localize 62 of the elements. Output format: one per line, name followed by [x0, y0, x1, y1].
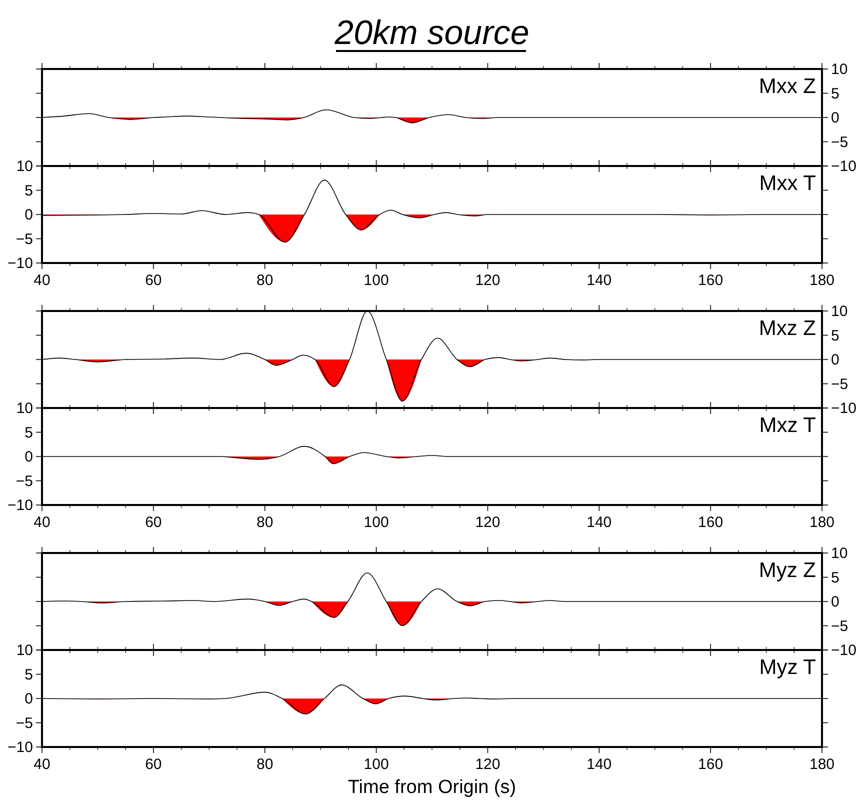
- annotation: Myz T: [759, 656, 816, 679]
- x-tick-label: 40: [34, 514, 50, 531]
- y-tick-label: 10: [831, 545, 848, 562]
- x-tick-label: 140: [586, 272, 612, 289]
- annotation: Mxz Z: [758, 317, 816, 340]
- x-tick-label: 80: [256, 272, 274, 289]
- y-tick-label: −5: [16, 230, 33, 248]
- x-tick-label: 100: [364, 756, 389, 773]
- y-tick-label: 5: [831, 327, 840, 344]
- annotation: Mxz T: [759, 414, 816, 437]
- y-tick-label: −10: [831, 400, 856, 417]
- x-tick-label: 180: [809, 272, 835, 289]
- x-tick-label: 140: [586, 514, 612, 531]
- x-tick-label: 180: [809, 514, 835, 531]
- x-tick-label: 160: [698, 514, 724, 531]
- y-tick-label: 10: [16, 642, 33, 659]
- x-tick-label: 120: [475, 272, 500, 289]
- y-tick-label: 5: [24, 666, 33, 684]
- x-tick-label: 40: [34, 272, 50, 289]
- y-tick-label: −10: [8, 497, 33, 514]
- y-tick-label: 5: [831, 85, 840, 102]
- x-tick-label: 140: [586, 756, 612, 773]
- y-tick-label: −10: [8, 739, 33, 756]
- y-tick-label: 5: [24, 424, 33, 442]
- y-tick-label: −10: [831, 642, 856, 659]
- y-tick-label: 5: [24, 182, 33, 200]
- y-tick-label: 0: [24, 448, 33, 466]
- x-tick-label: 80: [256, 514, 274, 531]
- x-tick-label: 80: [256, 756, 274, 773]
- x-tick-label: 180: [809, 756, 835, 773]
- y-tick-label: −10: [8, 255, 33, 272]
- annotation: Mxx T: [759, 172, 816, 195]
- annotation: Mxx Z: [758, 75, 816, 98]
- x-tick-label: 100: [364, 514, 389, 531]
- y-tick-label: 10: [831, 61, 848, 78]
- x-axis-title: Time from Origin (s): [348, 777, 516, 798]
- y-tick-label: −5: [831, 134, 848, 151]
- y-tick-label: −5: [16, 714, 33, 732]
- x-tick-label: 100: [364, 272, 389, 289]
- y-tick-label: 0: [24, 206, 33, 224]
- x-tick-label: 60: [145, 514, 162, 531]
- y-tick-label: 10: [831, 303, 848, 320]
- x-tick-label: 40: [34, 756, 50, 773]
- x-tick-label: 120: [475, 756, 500, 773]
- y-tick-label: 10: [16, 158, 33, 175]
- y-tick-label: 0: [24, 690, 33, 708]
- x-tick-label: 160: [698, 272, 724, 289]
- y-tick-label: 10: [16, 400, 33, 417]
- y-tick-label: −5: [16, 472, 33, 490]
- y-tick-label: −10: [831, 158, 856, 175]
- x-tick-label: 160: [698, 756, 724, 773]
- y-tick-label: 0: [831, 352, 840, 368]
- y-tick-label: 0: [831, 594, 840, 610]
- chart-title: 20km source: [334, 14, 530, 52]
- x-tick-label: 60: [145, 756, 162, 773]
- x-tick-label: 120: [475, 514, 500, 531]
- y-tick-label: 5: [831, 569, 840, 586]
- y-tick-label: −5: [831, 618, 848, 635]
- annotation: Myz Z: [758, 559, 816, 582]
- y-tick-label: −5: [831, 376, 848, 393]
- x-tick-label: 60: [145, 272, 162, 289]
- y-tick-label: 0: [831, 110, 840, 126]
